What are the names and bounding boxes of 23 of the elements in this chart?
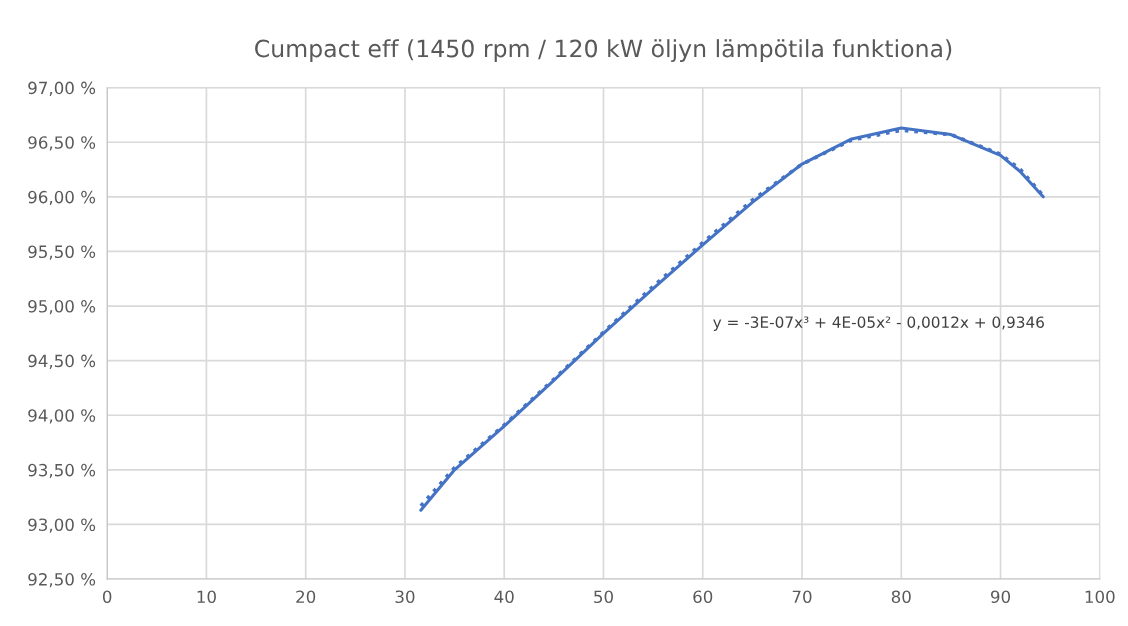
y-tick-label: 94,50 %: [28, 354, 96, 369]
x-tick-label: 20: [296, 590, 316, 604]
y-tick-label: 95,00 %: [28, 300, 96, 315]
chart-title: Cumpact eff (1450 rpm / 120 kW öljyn lämpötila funktiona): [255, 39, 952, 62]
x-tick-label: 0: [102, 590, 112, 604]
y-tick-label: 94,00 %: [28, 409, 96, 424]
annotation: y = -3E-07x³ + 4E-05x² - 0,0012x + 0,9346: [713, 316, 1044, 331]
x-tick-label: 50: [594, 590, 613, 604]
x-tick-label: 80: [891, 590, 911, 604]
x-tick-label: 70: [792, 590, 812, 604]
x-tick-label: 90: [990, 590, 1011, 604]
y-tick-label: 95,50 %: [28, 245, 96, 260]
y-tick-label: 96,50 %: [28, 136, 96, 151]
x-tick-label: 10: [197, 590, 216, 604]
x-tick-label: 100: [1085, 590, 1115, 604]
y-tick-label: 96,00 %: [28, 190, 96, 206]
y-tick-label: 93,00 %: [28, 518, 96, 533]
x-tick-label: 40: [494, 590, 514, 604]
x-tick-label: 30: [395, 590, 415, 604]
y-tick-label: 92,50 %: [28, 573, 96, 588]
y-tick-label: 97,00 %: [28, 81, 96, 96]
y-tick-label: 93,50 %: [28, 463, 96, 479]
x-tick-label: 60: [693, 590, 713, 604]
